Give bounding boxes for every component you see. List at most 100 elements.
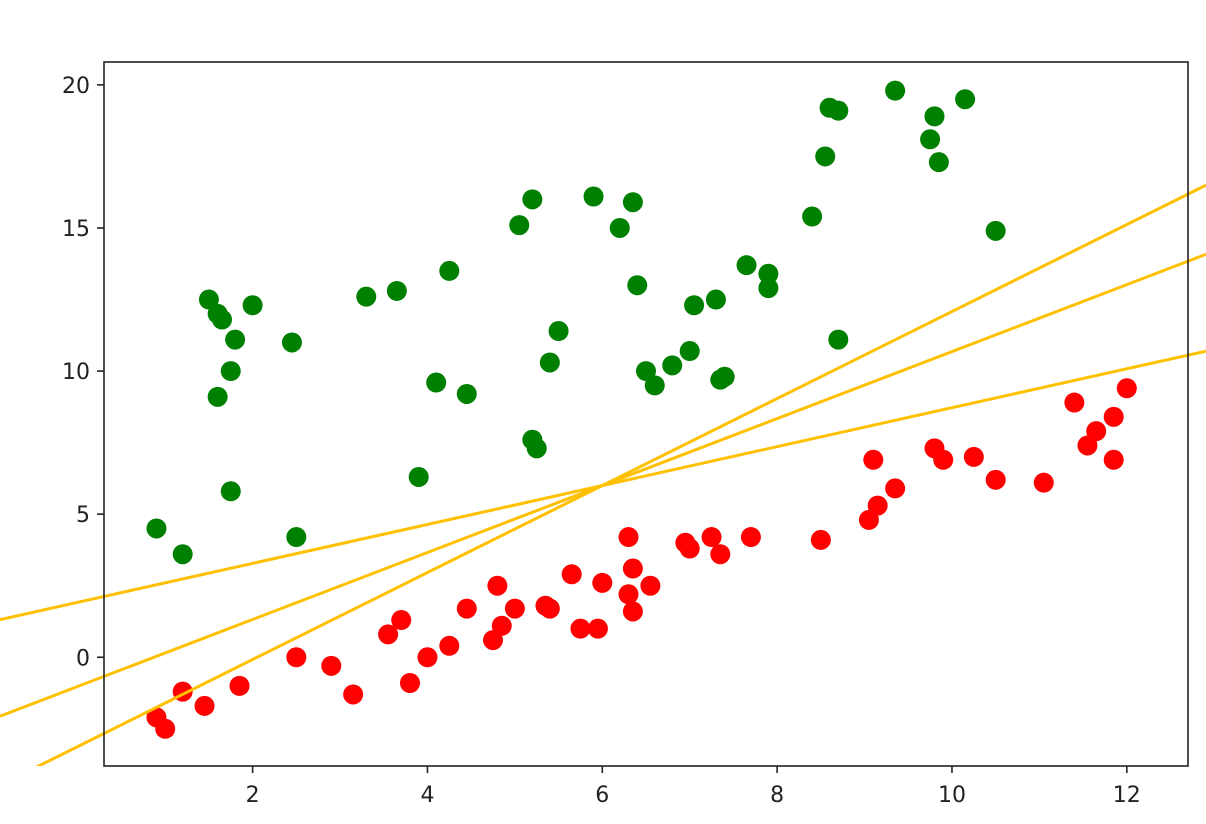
point-series1-19 <box>539 598 560 619</box>
point-series1-31 <box>701 527 722 548</box>
point-series1-17 <box>504 598 525 619</box>
point-series1-1 <box>155 718 176 739</box>
point-series0-0 <box>146 518 167 539</box>
point-series1-26 <box>622 601 643 622</box>
point-series0-48 <box>955 89 976 110</box>
y-tick-label: 0 <box>76 646 90 671</box>
point-series0-24 <box>583 186 604 207</box>
y-tick-label: 10 <box>62 360 90 385</box>
point-series0-1 <box>172 544 193 565</box>
point-series0-19 <box>522 189 543 210</box>
point-series0-39 <box>802 206 823 227</box>
point-series1-28 <box>640 575 661 596</box>
y-tick-label: 20 <box>62 74 90 99</box>
point-series1-46 <box>1086 421 1107 442</box>
point-series1-34 <box>810 529 831 550</box>
y-axis: 0 5 10 15 20 <box>62 74 104 671</box>
point-series0-31 <box>679 341 700 362</box>
point-series0-14 <box>408 466 429 487</box>
point-series0-13 <box>386 280 407 301</box>
point-series0-8 <box>242 295 263 316</box>
point-series1-38 <box>885 478 906 499</box>
point-series1-14 <box>483 630 504 651</box>
point-series1-49 <box>1116 378 1137 399</box>
point-series1-9 <box>391 610 412 631</box>
point-series1-20 <box>561 564 582 585</box>
point-series1-36 <box>863 449 884 470</box>
point-series0-6 <box>220 361 241 382</box>
point-series1-23 <box>592 572 613 593</box>
point-series1-41 <box>963 446 984 467</box>
point-series1-8 <box>378 624 399 645</box>
x-tick-label: 12 <box>1113 783 1141 808</box>
point-series1-30 <box>679 538 700 559</box>
point-series1-40 <box>933 449 954 470</box>
point-series1-16 <box>491 615 512 636</box>
point-series0-42 <box>828 100 849 121</box>
point-series0-5 <box>207 386 228 407</box>
x-tick-label: 2 <box>246 783 260 808</box>
point-series1-25 <box>618 584 639 605</box>
point-series1-4 <box>229 675 250 696</box>
x-axis: 2 4 6 8 10 12 <box>246 766 1141 808</box>
point-series1-35 <box>858 509 879 530</box>
x-tick-label: 4 <box>420 783 434 808</box>
point-series1-6 <box>321 655 342 676</box>
x-tick-label: 6 <box>595 783 609 808</box>
point-series0-25 <box>609 217 630 238</box>
point-series1-24 <box>618 527 639 548</box>
point-series1-13 <box>456 598 477 619</box>
point-series0-9 <box>220 481 241 502</box>
point-series0-17 <box>456 383 477 404</box>
point-series1-3 <box>194 695 215 716</box>
point-series0-47 <box>928 152 949 173</box>
point-series1-21 <box>570 618 591 639</box>
x-tick-label: 10 <box>938 783 966 808</box>
point-series1-47 <box>1103 406 1124 427</box>
point-series1-10 <box>399 673 420 694</box>
point-series0-21 <box>526 438 547 459</box>
point-series0-35 <box>714 366 735 387</box>
point-series0-15 <box>426 372 447 393</box>
point-series0-37 <box>758 263 779 284</box>
point-series1-45 <box>1077 435 1098 456</box>
decision-lines <box>0 183 1206 766</box>
point-series1-22 <box>587 618 608 639</box>
point-series0-4 <box>212 309 233 330</box>
point-series0-32 <box>684 295 705 316</box>
point-series0-18 <box>509 215 530 236</box>
point-series0-26 <box>622 192 643 213</box>
point-series1-12 <box>439 635 460 656</box>
point-series0-46 <box>924 106 945 127</box>
point-series1-15 <box>487 575 508 596</box>
point-series1-32 <box>710 544 731 565</box>
point-series0-30 <box>662 355 683 376</box>
boundary-line-3 <box>35 183 1206 766</box>
point-series1-33 <box>740 527 761 548</box>
point-series1-11 <box>417 647 438 668</box>
point-series0-10 <box>281 332 302 353</box>
point-series0-38 <box>758 278 779 299</box>
point-series1-48 <box>1103 449 1124 470</box>
point-series1-7 <box>343 684 364 705</box>
point-series0-49 <box>985 220 1006 241</box>
point-series0-23 <box>548 321 569 342</box>
point-series0-12 <box>356 286 377 307</box>
point-series1-5 <box>286 647 307 668</box>
point-series0-11 <box>286 527 307 548</box>
point-series1-37 <box>867 495 888 516</box>
point-series0-16 <box>439 260 460 281</box>
data-points <box>146 80 1137 739</box>
plot-frame <box>103 61 1189 767</box>
y-tick-label: 5 <box>76 503 90 528</box>
point-series0-29 <box>644 375 665 396</box>
point-series0-2 <box>198 289 219 310</box>
point-series0-44 <box>885 80 906 101</box>
point-series0-28 <box>636 361 656 382</box>
point-series0-22 <box>539 352 560 373</box>
point-series0-36 <box>736 255 757 276</box>
point-series0-33 <box>705 289 726 310</box>
point-series0-27 <box>627 275 648 296</box>
point-series0-40 <box>815 146 836 167</box>
